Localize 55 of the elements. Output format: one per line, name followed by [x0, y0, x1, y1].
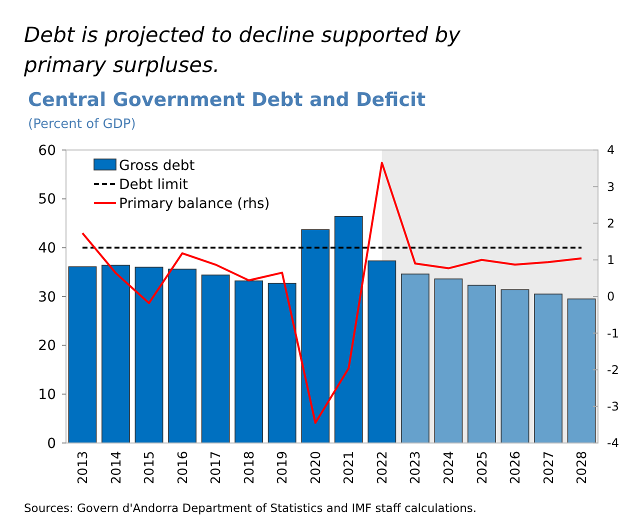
- bar: [301, 229, 330, 444]
- x-tick-label: 2013: [76, 451, 92, 484]
- bar: [268, 282, 296, 444]
- source-note: Sources: Govern d'Andorra Department of Statistics and IMF staff calculations.: [24, 501, 477, 515]
- y-tick-label: 0: [47, 436, 56, 452]
- legend-label: Debt limit: [119, 176, 189, 193]
- y-tick-label: 50: [38, 192, 56, 208]
- x-tick-label: 2020: [308, 451, 324, 484]
- bar: [368, 260, 396, 444]
- legend-label: Primary balance (rhs): [119, 196, 270, 212]
- x-tick-label: 2028: [575, 451, 590, 484]
- y2-tick-label: -2: [607, 362, 619, 377]
- y-axis-title: (Percent of GDP): [28, 117, 136, 132]
- x-tick-label: 2022: [375, 451, 390, 484]
- x-tick-label: 2021: [342, 451, 358, 484]
- bar: [168, 268, 196, 444]
- bar: [468, 284, 496, 444]
- y2-tick-label: -4: [607, 436, 619, 450]
- y-tick-label: 10: [38, 387, 56, 404]
- x-tick-label: 2015: [142, 451, 158, 484]
- x-tick-label: 2014: [109, 451, 124, 484]
- x-tick-label: 2016: [176, 451, 191, 484]
- bar: [534, 294, 562, 444]
- bar: [334, 216, 363, 444]
- y2-tick-label: 1: [607, 253, 615, 268]
- x-tick-label: 2027: [542, 451, 557, 484]
- x-tick-label: 2023: [408, 451, 424, 484]
- y-tick-label: 20: [38, 338, 56, 354]
- x-tick-label: 2026: [508, 451, 524, 484]
- chart-subtitle: Central Government Debt and Deficit: [28, 89, 426, 111]
- y2-tick-label: 3: [607, 180, 615, 194]
- legend-label: Gross debt: [119, 158, 196, 174]
- y2-tick-label: 2: [607, 216, 615, 230]
- y-tick-label: 40: [38, 240, 56, 257]
- bar: [68, 266, 97, 444]
- x-tick-label: 2018: [242, 451, 258, 484]
- y2-tick-label: 0: [607, 290, 615, 304]
- bar: [434, 278, 463, 444]
- chart-title: Debt is projected to decline supported by primary surpluses.: [23, 23, 462, 77]
- bar: [102, 264, 130, 444]
- y2-tick-label: -1: [607, 326, 619, 340]
- bar: [400, 274, 430, 444]
- bar: [500, 289, 530, 444]
- x-tick-label: 2019: [276, 451, 291, 484]
- x-tick-label: 2017: [209, 451, 224, 484]
- x-tick-label: 2024: [442, 451, 457, 484]
- y2-tick-label: -3: [607, 400, 619, 414]
- x-tick-label: 2025: [475, 451, 490, 484]
- y-tick-label: 60: [38, 142, 56, 159]
- bar: [201, 274, 230, 444]
- bar: [567, 298, 596, 444]
- bar: [234, 280, 264, 444]
- bar: [134, 266, 164, 444]
- y-tick-label: 30: [38, 289, 56, 306]
- y2-tick-label: 4: [607, 143, 615, 158]
